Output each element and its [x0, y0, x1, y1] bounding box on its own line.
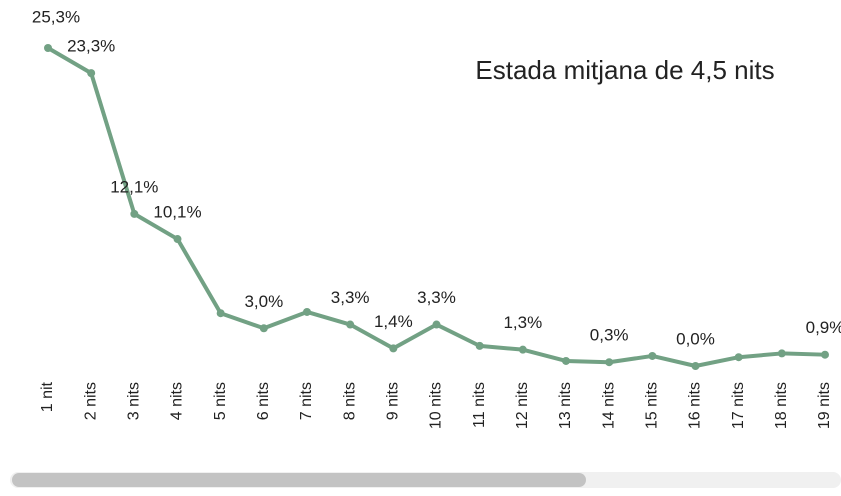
scrollbar-thumb[interactable]	[12, 473, 586, 487]
point	[562, 356, 570, 365]
x-tick-label: 7 nits	[298, 382, 315, 420]
point	[173, 235, 182, 244]
point	[44, 44, 52, 52]
annotation: Estada mitjana de 4,5 nits	[475, 55, 774, 85]
point	[432, 320, 441, 329]
point	[346, 320, 355, 329]
value-label: 0,3%	[590, 326, 629, 345]
point	[777, 349, 786, 358]
x-tick-label: 16 nits	[687, 382, 704, 429]
value-label: 0,9%	[806, 318, 841, 337]
x-tick-label: 11 nits	[471, 382, 488, 428]
x-tick-label: 19 nits	[816, 382, 833, 429]
x-tick-label: 6 nits	[255, 382, 272, 420]
x-tick-label: 3 nits	[126, 382, 143, 420]
x-tick-label: 2 nits	[82, 382, 99, 420]
x-tick-label: 13 nits	[557, 382, 574, 429]
x-tick-label: 15 nits	[644, 382, 661, 429]
value-label: 12,1%	[110, 177, 158, 196]
point	[648, 351, 657, 360]
x-tick-label: 17 nits	[730, 382, 747, 429]
x-tick-label: 18 nits	[773, 382, 790, 429]
point	[130, 209, 139, 218]
value-label: 0,0%	[676, 329, 715, 348]
x-tick-label: 4 nits	[169, 382, 186, 420]
value-label: 23,3%	[67, 37, 115, 56]
value-label: 25,3%	[32, 7, 80, 26]
point	[475, 341, 484, 350]
value-label: 1,4%	[374, 312, 413, 331]
value-label: 10,1%	[153, 203, 201, 222]
x-tick-label: 8 nits	[341, 382, 358, 420]
point	[605, 358, 614, 367]
x-tick-label: 5 nits	[212, 382, 229, 420]
value-label: 3,3%	[417, 288, 456, 307]
value-label: 3,0%	[244, 292, 283, 311]
point	[518, 345, 527, 354]
point	[821, 350, 829, 359]
point	[389, 344, 398, 353]
x-tick-label: 14 nits	[600, 382, 617, 429]
point	[216, 309, 225, 318]
value-label: 3,3%	[331, 288, 370, 307]
x-tick-label: 9 nits	[385, 382, 402, 420]
value-label: 1,3%	[503, 313, 542, 332]
x-tick-label: 1 nit	[39, 381, 56, 412]
point	[734, 353, 743, 362]
point	[259, 324, 268, 333]
point	[87, 69, 96, 78]
point	[303, 307, 311, 316]
x-tick-label: 12 nits	[514, 382, 531, 429]
point	[691, 362, 700, 370]
x-tick-label: 10 nits	[428, 382, 445, 429]
